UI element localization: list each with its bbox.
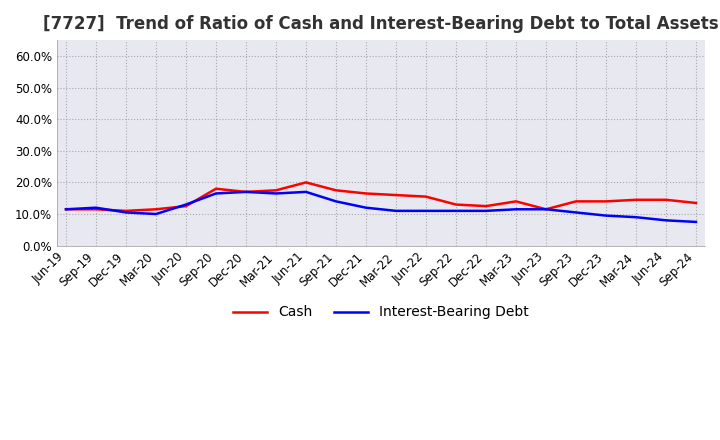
- Cash: [332, 188, 341, 193]
- Interest-Bearing Debt: [122, 210, 130, 215]
- Cash: [152, 207, 161, 212]
- Cash: [631, 197, 640, 202]
- Interest-Bearing Debt: [662, 218, 670, 223]
- Cash: [242, 189, 251, 194]
- Interest-Bearing Debt: [271, 191, 280, 196]
- Cash: [181, 203, 190, 209]
- Cash: [212, 186, 220, 191]
- Cash: [392, 192, 400, 198]
- Cash: [451, 202, 460, 207]
- Cash: [91, 207, 100, 212]
- Interest-Bearing Debt: [541, 207, 550, 212]
- Cash: [602, 199, 611, 204]
- Interest-Bearing Debt: [302, 189, 310, 194]
- Interest-Bearing Debt: [392, 208, 400, 213]
- Title: [7727]  Trend of Ratio of Cash and Interest-Bearing Debt to Total Assets: [7727] Trend of Ratio of Cash and Intere…: [43, 15, 719, 33]
- Interest-Bearing Debt: [332, 199, 341, 204]
- Interest-Bearing Debt: [602, 213, 611, 218]
- Interest-Bearing Debt: [152, 211, 161, 216]
- Legend: Cash, Interest-Bearing Debt: Cash, Interest-Bearing Debt: [228, 300, 535, 325]
- Interest-Bearing Debt: [631, 215, 640, 220]
- Line: Cash: Cash: [66, 183, 696, 211]
- Cash: [662, 197, 670, 202]
- Interest-Bearing Debt: [212, 191, 220, 196]
- Interest-Bearing Debt: [512, 207, 521, 212]
- Cash: [361, 191, 370, 196]
- Cash: [122, 208, 130, 213]
- Interest-Bearing Debt: [482, 208, 490, 213]
- Cash: [482, 203, 490, 209]
- Interest-Bearing Debt: [62, 207, 71, 212]
- Interest-Bearing Debt: [692, 219, 701, 224]
- Interest-Bearing Debt: [572, 210, 580, 215]
- Interest-Bearing Debt: [91, 205, 100, 210]
- Interest-Bearing Debt: [242, 189, 251, 194]
- Interest-Bearing Debt: [181, 202, 190, 207]
- Interest-Bearing Debt: [422, 208, 431, 213]
- Cash: [422, 194, 431, 199]
- Cash: [62, 207, 71, 212]
- Cash: [541, 207, 550, 212]
- Cash: [271, 188, 280, 193]
- Cash: [572, 199, 580, 204]
- Interest-Bearing Debt: [451, 208, 460, 213]
- Cash: [512, 199, 521, 204]
- Line: Interest-Bearing Debt: Interest-Bearing Debt: [66, 192, 696, 222]
- Cash: [692, 200, 701, 205]
- Interest-Bearing Debt: [361, 205, 370, 210]
- Cash: [302, 180, 310, 185]
